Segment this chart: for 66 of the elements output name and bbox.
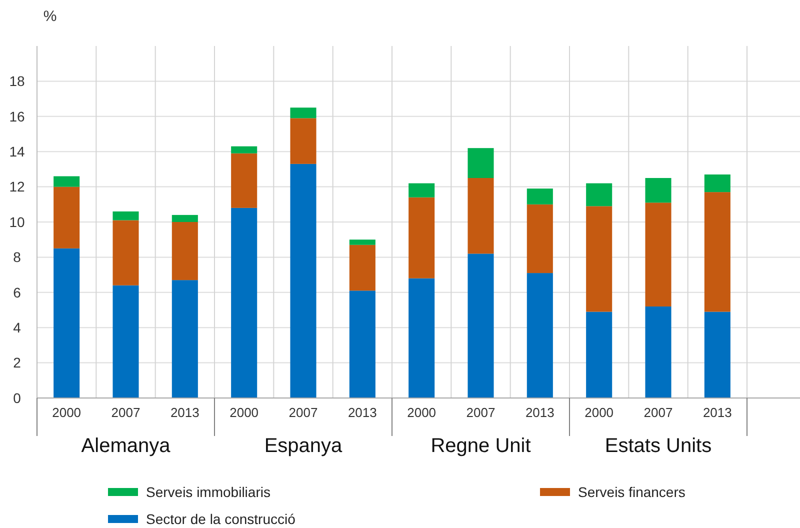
text: Espanya: [264, 435, 344, 457]
bar: [704, 312, 730, 398]
legend-label: Sector de la construcció: [146, 510, 296, 527]
text: Regne Unit: [430, 435, 532, 457]
x-tick-label: 2000: [584, 405, 614, 420]
bar: [349, 240, 376, 245]
bar: [468, 254, 494, 398]
y-tick-label: 12: [9, 178, 25, 195]
bar: [290, 164, 316, 398]
x-tick-label: 2013: [702, 405, 732, 420]
bar: [54, 176, 80, 187]
x-tick-label: 2007: [466, 405, 496, 420]
y-tick-label: 0: [13, 390, 22, 406]
bar: [172, 222, 198, 280]
y-tick-label: 18: [9, 73, 25, 90]
bar: [408, 183, 435, 198]
bar: [645, 178, 672, 203]
y-tick-label: 14: [9, 144, 25, 160]
y-tick-label: 8: [13, 249, 22, 266]
legend-label: Serveis financers: [578, 484, 686, 500]
bar: [290, 118, 316, 164]
x-tick-label: 2013: [525, 405, 554, 420]
bar: [231, 146, 258, 154]
bar: [112, 211, 139, 220]
legend-label: Serveis immobiliaris: [146, 484, 270, 500]
bar: [349, 290, 376, 398]
x-tick-label: 2007: [288, 405, 318, 420]
bar: [526, 204, 553, 274]
bar: [172, 280, 198, 398]
y-tick-label: 10: [9, 214, 25, 230]
y-tick-label: 2: [13, 354, 22, 371]
bar: [586, 312, 612, 398]
x-tick-label: 2013: [170, 405, 200, 420]
bar: [172, 214, 198, 222]
bar: [645, 306, 672, 398]
bar: [468, 178, 494, 254]
bar: [586, 183, 612, 206]
y-tick-label: 16: [9, 108, 25, 124]
bar: [231, 208, 258, 398]
text: Alemanya: [81, 435, 172, 457]
bar: [54, 186, 80, 248]
bar: [231, 153, 258, 208]
bar: [468, 148, 494, 178]
bar: [526, 188, 553, 204]
bar: [586, 206, 612, 312]
bar: [704, 174, 730, 192]
bar: [408, 278, 435, 398]
x-tick-label: 2007: [111, 405, 140, 420]
x-tick-label: 2013: [348, 405, 377, 420]
x-tick-label: 2000: [407, 405, 436, 420]
y-tick-label: 6: [13, 284, 22, 300]
x-tick-label: 2007: [644, 405, 673, 420]
bar: [704, 192, 730, 312]
bar: [112, 285, 139, 398]
bar: [290, 108, 316, 118]
x-tick-label: 2000: [230, 405, 259, 420]
y-tick-label: 4: [13, 320, 22, 336]
y-axis-title: %: [43, 8, 57, 25]
bar: [408, 197, 435, 278]
bar: [54, 248, 80, 398]
bar: [526, 273, 553, 398]
bar: [112, 220, 139, 286]
x-tick-label: 2000: [52, 405, 82, 420]
bar: [645, 202, 672, 306]
text: Estats Units: [604, 435, 712, 457]
bar: [349, 244, 376, 291]
